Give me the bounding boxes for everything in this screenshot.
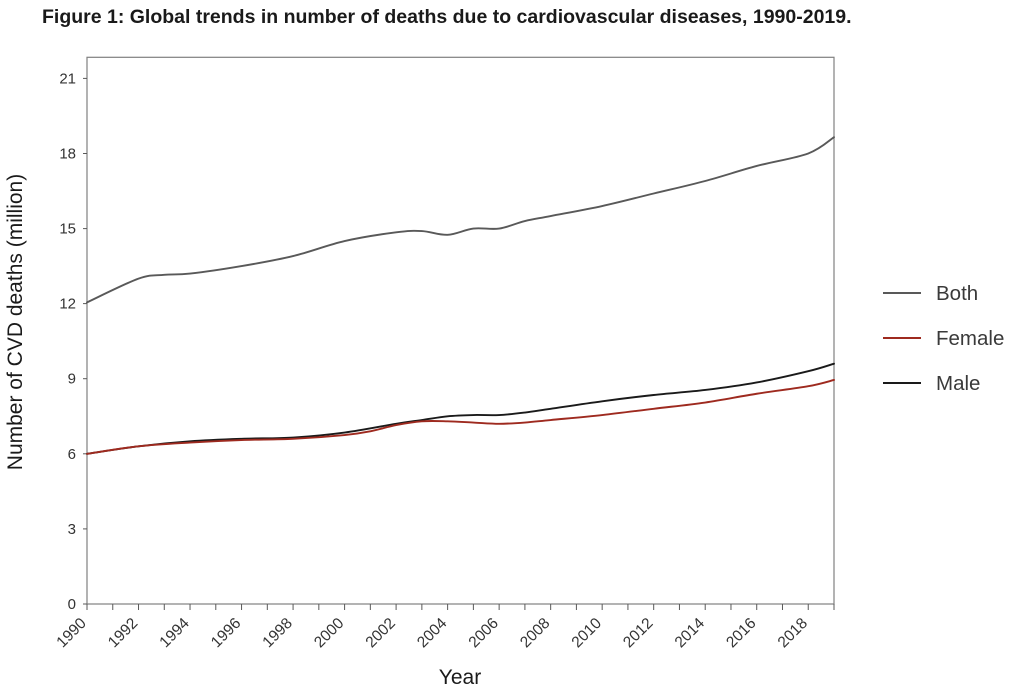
svg-text:Female: Female	[936, 327, 1004, 350]
svg-text:12: 12	[59, 296, 76, 313]
svg-text:Number of CVD deaths (million): Number of CVD deaths (million)	[4, 174, 27, 470]
svg-text:1990: 1990	[53, 615, 90, 652]
svg-text:2004: 2004	[414, 615, 451, 652]
svg-text:21: 21	[59, 70, 76, 87]
svg-text:15: 15	[59, 221, 76, 238]
svg-text:Male: Male	[936, 372, 980, 395]
svg-text:18: 18	[59, 146, 76, 163]
svg-text:2002: 2002	[363, 615, 399, 651]
svg-text:6: 6	[68, 446, 76, 463]
svg-text:Both: Both	[936, 282, 978, 305]
svg-text:0: 0	[68, 596, 76, 613]
svg-text:2010: 2010	[569, 615, 606, 652]
svg-text:2006: 2006	[466, 615, 502, 651]
svg-text:2000: 2000	[311, 615, 348, 652]
svg-text:Year: Year	[439, 666, 481, 689]
svg-text:1992: 1992	[105, 615, 141, 651]
svg-text:2014: 2014	[672, 615, 709, 652]
svg-text:1996: 1996	[208, 615, 244, 651]
svg-text:2008: 2008	[517, 615, 553, 651]
svg-text:2012: 2012	[620, 615, 656, 651]
svg-text:3: 3	[68, 521, 76, 538]
svg-text:2018: 2018	[775, 615, 811, 651]
svg-text:2016: 2016	[723, 615, 759, 651]
svg-text:1998: 1998	[259, 615, 295, 651]
svg-text:9: 9	[68, 371, 76, 388]
svg-text:1994: 1994	[156, 615, 193, 652]
